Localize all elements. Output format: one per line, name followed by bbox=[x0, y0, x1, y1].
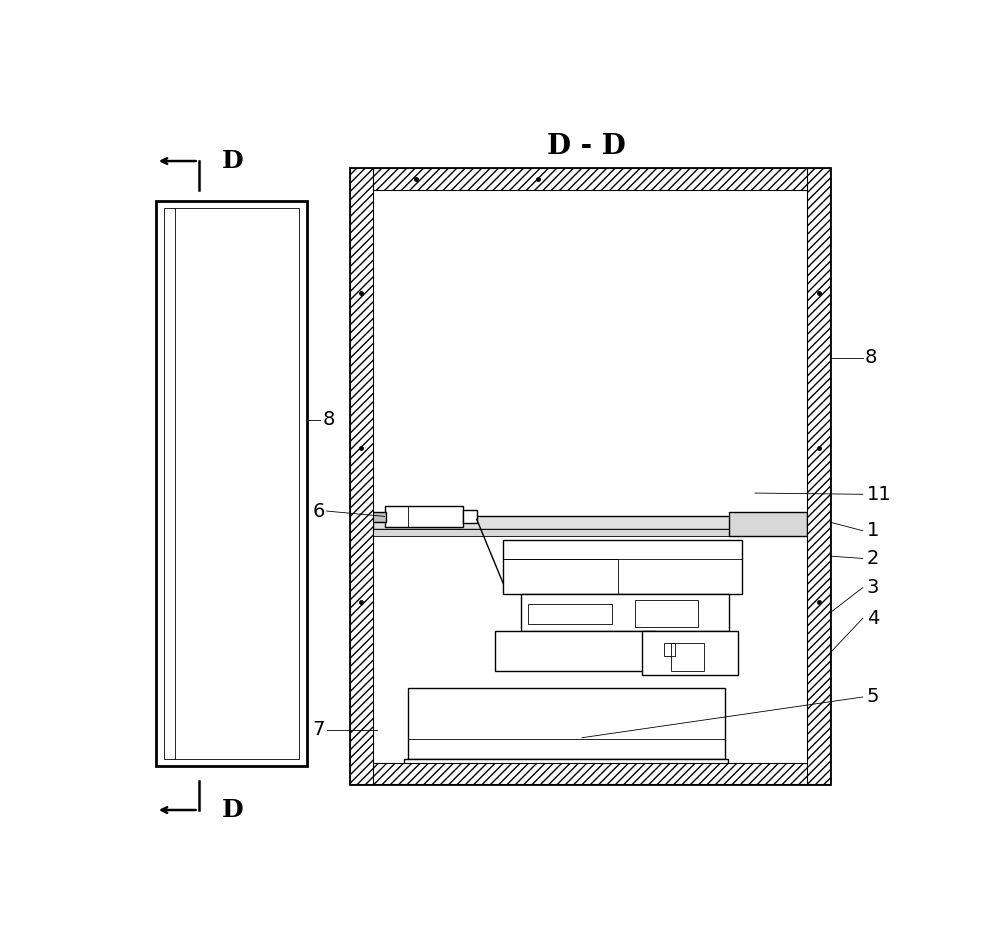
Bar bbox=[373, 516, 807, 528]
Bar bbox=[350, 169, 830, 784]
Text: 1: 1 bbox=[867, 521, 879, 540]
Bar bbox=[495, 631, 655, 671]
Bar bbox=[729, 512, 807, 536]
Text: D: D bbox=[222, 149, 244, 173]
Bar bbox=[503, 540, 742, 595]
Text: 7: 7 bbox=[313, 721, 325, 740]
Text: 5: 5 bbox=[867, 688, 879, 706]
Bar bbox=[385, 507, 463, 527]
Bar bbox=[350, 169, 830, 190]
Text: 6: 6 bbox=[313, 502, 325, 521]
Bar bbox=[373, 528, 807, 536]
Bar bbox=[350, 169, 373, 784]
Bar bbox=[528, 603, 612, 623]
Bar bbox=[164, 208, 299, 759]
Bar bbox=[350, 762, 830, 784]
Text: 8: 8 bbox=[865, 348, 878, 367]
Bar bbox=[368, 512, 386, 522]
Text: D - D: D - D bbox=[547, 133, 626, 160]
Text: D: D bbox=[222, 798, 244, 822]
Text: 8: 8 bbox=[323, 410, 335, 429]
Text: 11: 11 bbox=[867, 485, 891, 504]
Text: 3: 3 bbox=[867, 578, 879, 598]
Bar bbox=[408, 688, 725, 759]
Bar bbox=[642, 631, 738, 674]
Bar bbox=[463, 509, 477, 523]
Bar bbox=[664, 643, 675, 656]
Bar bbox=[503, 559, 618, 595]
Bar bbox=[807, 169, 830, 784]
Text: 2: 2 bbox=[867, 549, 879, 568]
Bar bbox=[671, 643, 704, 671]
Text: 4: 4 bbox=[867, 609, 879, 628]
Bar bbox=[156, 201, 307, 766]
Bar bbox=[635, 599, 698, 627]
Bar bbox=[404, 759, 728, 768]
Bar bbox=[521, 595, 729, 631]
